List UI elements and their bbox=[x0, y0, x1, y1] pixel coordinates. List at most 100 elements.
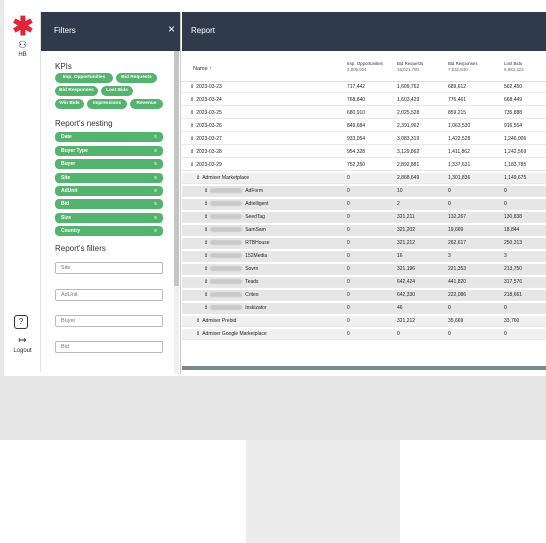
table-row[interactable]: ⇕ 2023-03-23 717,442 1,609,762 689,612 562,45… bbox=[182, 82, 546, 93]
horizontal-scrollbar[interactable] bbox=[182, 366, 546, 370]
table-row[interactable]: ⇕ Admixer Prebid 0 321,212 35,669 33,760 bbox=[182, 316, 546, 327]
table-row[interactable]: ⇕ Criteo 0 642,330 222,086 218,661 bbox=[182, 290, 546, 301]
expand-icon[interactable]: ⇕ bbox=[190, 110, 195, 116]
nesting-item-size[interactable]: Size ≡ bbox=[55, 213, 163, 223]
cell-bid-responses: 441,820 bbox=[448, 279, 467, 285]
nesting-item-country[interactable]: Country ≡ bbox=[55, 226, 163, 236]
expand-icon[interactable]: ⇕ bbox=[204, 266, 209, 272]
cell-imp-opportunities: 954,328 bbox=[347, 149, 366, 155]
cell-imp-opportunities: 0 bbox=[347, 227, 350, 233]
expand-icon[interactable]: ⇕ bbox=[204, 227, 209, 233]
table-row[interactable]: ⇕ SamSam 0 321,202 19,669 18,844 bbox=[182, 225, 546, 236]
row-name: Sovrn bbox=[245, 266, 259, 272]
kpi-pill-impressions[interactable]: Impressions bbox=[87, 99, 127, 109]
expand-icon[interactable]: ⇕ bbox=[190, 162, 195, 168]
row-name: AdForm bbox=[245, 188, 263, 194]
expand-icon[interactable]: ⇕ bbox=[204, 292, 209, 298]
adunit-filter-input[interactable]: AdUnit bbox=[55, 289, 163, 301]
drag-handle-icon[interactable]: ≡ bbox=[154, 175, 157, 181]
filters-scroll-track[interactable] bbox=[174, 286, 179, 374]
drag-handle-icon[interactable]: ≡ bbox=[154, 215, 157, 221]
kpi-pill-win-bids[interactable]: Win Bids bbox=[55, 99, 84, 109]
nesting-label: Size bbox=[61, 215, 72, 221]
column-header-bid-responses[interactable]: Bid Responses 7,532,840 bbox=[448, 61, 478, 73]
cell-bid-requests: 321,212 bbox=[397, 240, 416, 246]
column-label: Bid Requests bbox=[397, 61, 424, 66]
column-label: Imp. Opportunities bbox=[347, 61, 383, 66]
table-row[interactable]: ⇕ Adtelligent 0 2 0 0 bbox=[182, 199, 546, 210]
nesting-item-buyer-type[interactable]: Buyer Type ≡ bbox=[55, 146, 163, 156]
expand-icon[interactable]: ⇕ bbox=[204, 188, 209, 194]
expand-icon[interactable]: ⇕ bbox=[190, 84, 195, 90]
logout-button[interactable]: ↦ Logout bbox=[4, 334, 41, 354]
nesting-item-buyer[interactable]: Buyer ≡ bbox=[55, 159, 163, 169]
expand-icon[interactable]: ⇕ bbox=[190, 149, 195, 155]
buyer-filter-input[interactable]: Buyer bbox=[55, 315, 163, 327]
table-row[interactable]: ⇕ AdForm 0 10 0 0 bbox=[182, 186, 546, 197]
table-row[interactable]: ⇕ 2023-03-25 680,910 2,025,528 859,215 735,88… bbox=[182, 108, 546, 119]
drag-handle-icon[interactable]: ≡ bbox=[154, 188, 157, 194]
expand-icon[interactable]: ⇕ bbox=[204, 240, 209, 246]
nesting-item-adunit[interactable]: AdUnit ≡ bbox=[55, 186, 163, 196]
brand-logo-icon[interactable]: ✱ bbox=[12, 11, 34, 41]
expand-icon[interactable]: ⇕ bbox=[190, 123, 195, 129]
cell-lost-bids: 317,576 bbox=[504, 279, 523, 285]
drag-handle-icon[interactable]: ≡ bbox=[154, 134, 157, 140]
cell-lost-bids: 668,449 bbox=[504, 97, 523, 103]
expand-icon[interactable]: ⇕ bbox=[196, 175, 201, 181]
expand-icon[interactable]: ⇕ bbox=[204, 214, 209, 220]
kpi-pill-bid-responses[interactable]: Bid Responses bbox=[55, 86, 98, 96]
site-filter-input[interactable]: Site bbox=[55, 262, 163, 274]
sort-ascending-icon[interactable]: ↑ bbox=[209, 66, 212, 72]
expand-icon[interactable]: ⇕ bbox=[196, 331, 201, 337]
close-icon[interactable]: × bbox=[167, 22, 175, 36]
table-row[interactable]: ⇕ 2023-03-28 954,328 3,129,862 1,411,862 1,24… bbox=[182, 147, 546, 158]
kpi-pill-bid-requests[interactable]: Bid Requests bbox=[116, 73, 157, 83]
table-row[interactable]: ⇕ Admixer Marketplace 0 2,868,649 1,301,836 1… bbox=[182, 173, 546, 184]
table-row[interactable]: ⇕ Admixer Google Marketplace 0 0 0 0 bbox=[182, 329, 546, 340]
drag-handle-icon[interactable]: ≡ bbox=[154, 161, 157, 167]
cell-imp-opportunities: 717,442 bbox=[347, 84, 366, 90]
table-row[interactable]: ⇕ SeedTag 0 321,211 132,267 130,838 bbox=[182, 212, 546, 223]
nesting-item-date[interactable]: Date ≡ bbox=[55, 132, 163, 142]
kpi-pill-lost-bids[interactable]: Lost Bids bbox=[101, 86, 133, 96]
cell-bid-responses: 19,669 bbox=[448, 227, 464, 233]
expand-icon[interactable]: ⇕ bbox=[190, 136, 195, 142]
expand-icon[interactable]: ⇕ bbox=[204, 201, 209, 207]
table-row[interactable]: ⇕ 2023-03-24 768,840 1,603,429 776,461 668,44… bbox=[182, 95, 546, 106]
cell-imp-opportunities: 752,250 bbox=[347, 162, 366, 168]
expand-icon[interactable]: ⇕ bbox=[190, 97, 195, 103]
filters-scrollbar[interactable] bbox=[174, 51, 179, 286]
expand-icon[interactable]: ⇕ bbox=[196, 318, 201, 324]
kpi-pill-imp-opportunities[interactable]: Imp. Opportunities bbox=[55, 73, 113, 83]
table-row[interactable]: ⇕ 2023-03-29 752,250 2,892,881 1,337,631 1,18… bbox=[182, 160, 546, 171]
column-header-imp-opportunities[interactable]: Imp. Opportunities 3,805,504 bbox=[347, 61, 383, 73]
table-row[interactable]: ⇕ 152Media 0 16 3 3 bbox=[182, 251, 546, 262]
table-row[interactable]: ⇕ Sovrn 0 321,196 221,353 213,750 bbox=[182, 264, 546, 275]
expand-icon[interactable]: ⇕ bbox=[204, 305, 209, 311]
column-header-lost-bids[interactable]: Lost Bids 6,953,422 bbox=[504, 61, 524, 73]
nesting-item-bid[interactable]: Bid ≡ bbox=[55, 199, 163, 209]
nesting-title: Report's nesting bbox=[55, 119, 113, 128]
table-row[interactable]: ⇕ RTBHouse 0 321,212 262,617 250,313 bbox=[182, 238, 546, 249]
expand-icon[interactable]: ⇕ bbox=[204, 279, 209, 285]
table-row[interactable]: ⇕ Inskizator 0 46 0 0 bbox=[182, 303, 546, 314]
drag-handle-icon[interactable]: ≡ bbox=[154, 201, 157, 207]
expand-icon[interactable]: ⇕ bbox=[204, 253, 209, 259]
column-header-name[interactable]: Name ↑ bbox=[193, 66, 212, 72]
bid-filter-input[interactable]: Bid bbox=[55, 341, 163, 353]
table-row[interactable]: ⇕ 2023-03-26 849,684 2,391,962 1,063,530 916,… bbox=[182, 121, 546, 132]
row-name: Admixer Marketplace bbox=[202, 175, 250, 181]
cell-imp-opportunities: 0 bbox=[347, 175, 350, 181]
monitor-stand bbox=[246, 440, 400, 543]
column-header-bid-requests[interactable]: Bid Requests 16,021,780 bbox=[397, 61, 423, 73]
nesting-label: Buyer Type bbox=[61, 148, 88, 154]
nesting-item-site[interactable]: Site ≡ bbox=[55, 173, 163, 183]
user-menu[interactable]: ⚇ HB bbox=[4, 40, 41, 58]
table-row[interactable]: ⇕ 2023-03-27 933,054 3,083,319 1,422,528 1,24… bbox=[182, 134, 546, 145]
help-icon[interactable]: ? bbox=[14, 315, 28, 329]
table-row[interactable]: ⇕ Teads 0 642,424 441,820 317,576 bbox=[182, 277, 546, 288]
drag-handle-icon[interactable]: ≡ bbox=[154, 148, 157, 154]
kpi-pill-revenue[interactable]: Revenue bbox=[130, 99, 163, 109]
drag-handle-icon[interactable]: ≡ bbox=[154, 228, 157, 234]
